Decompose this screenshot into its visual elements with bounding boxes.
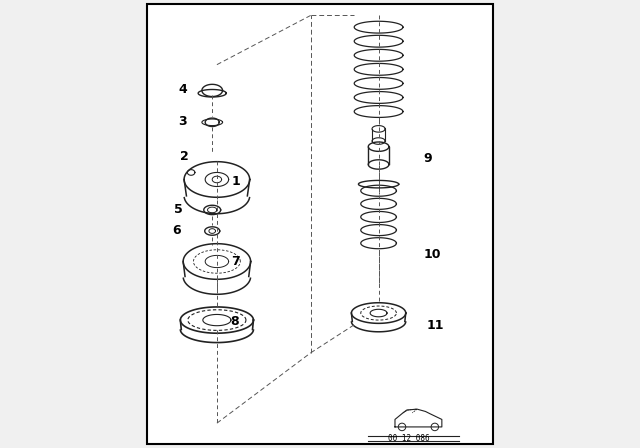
Text: 9: 9: [424, 152, 432, 165]
Text: 7: 7: [231, 255, 240, 268]
Text: 8: 8: [230, 314, 239, 327]
Circle shape: [398, 423, 406, 431]
Text: 3: 3: [179, 115, 187, 128]
Text: 4: 4: [179, 83, 187, 96]
FancyBboxPatch shape: [147, 4, 493, 444]
Text: 00 12 086: 00 12 086: [388, 434, 430, 443]
Text: 10: 10: [424, 248, 441, 261]
Text: 5: 5: [173, 202, 182, 215]
Text: 2: 2: [180, 151, 188, 164]
Text: 11: 11: [426, 319, 444, 332]
Text: 6: 6: [173, 224, 181, 237]
Text: 1: 1: [231, 175, 240, 188]
Circle shape: [431, 423, 438, 431]
